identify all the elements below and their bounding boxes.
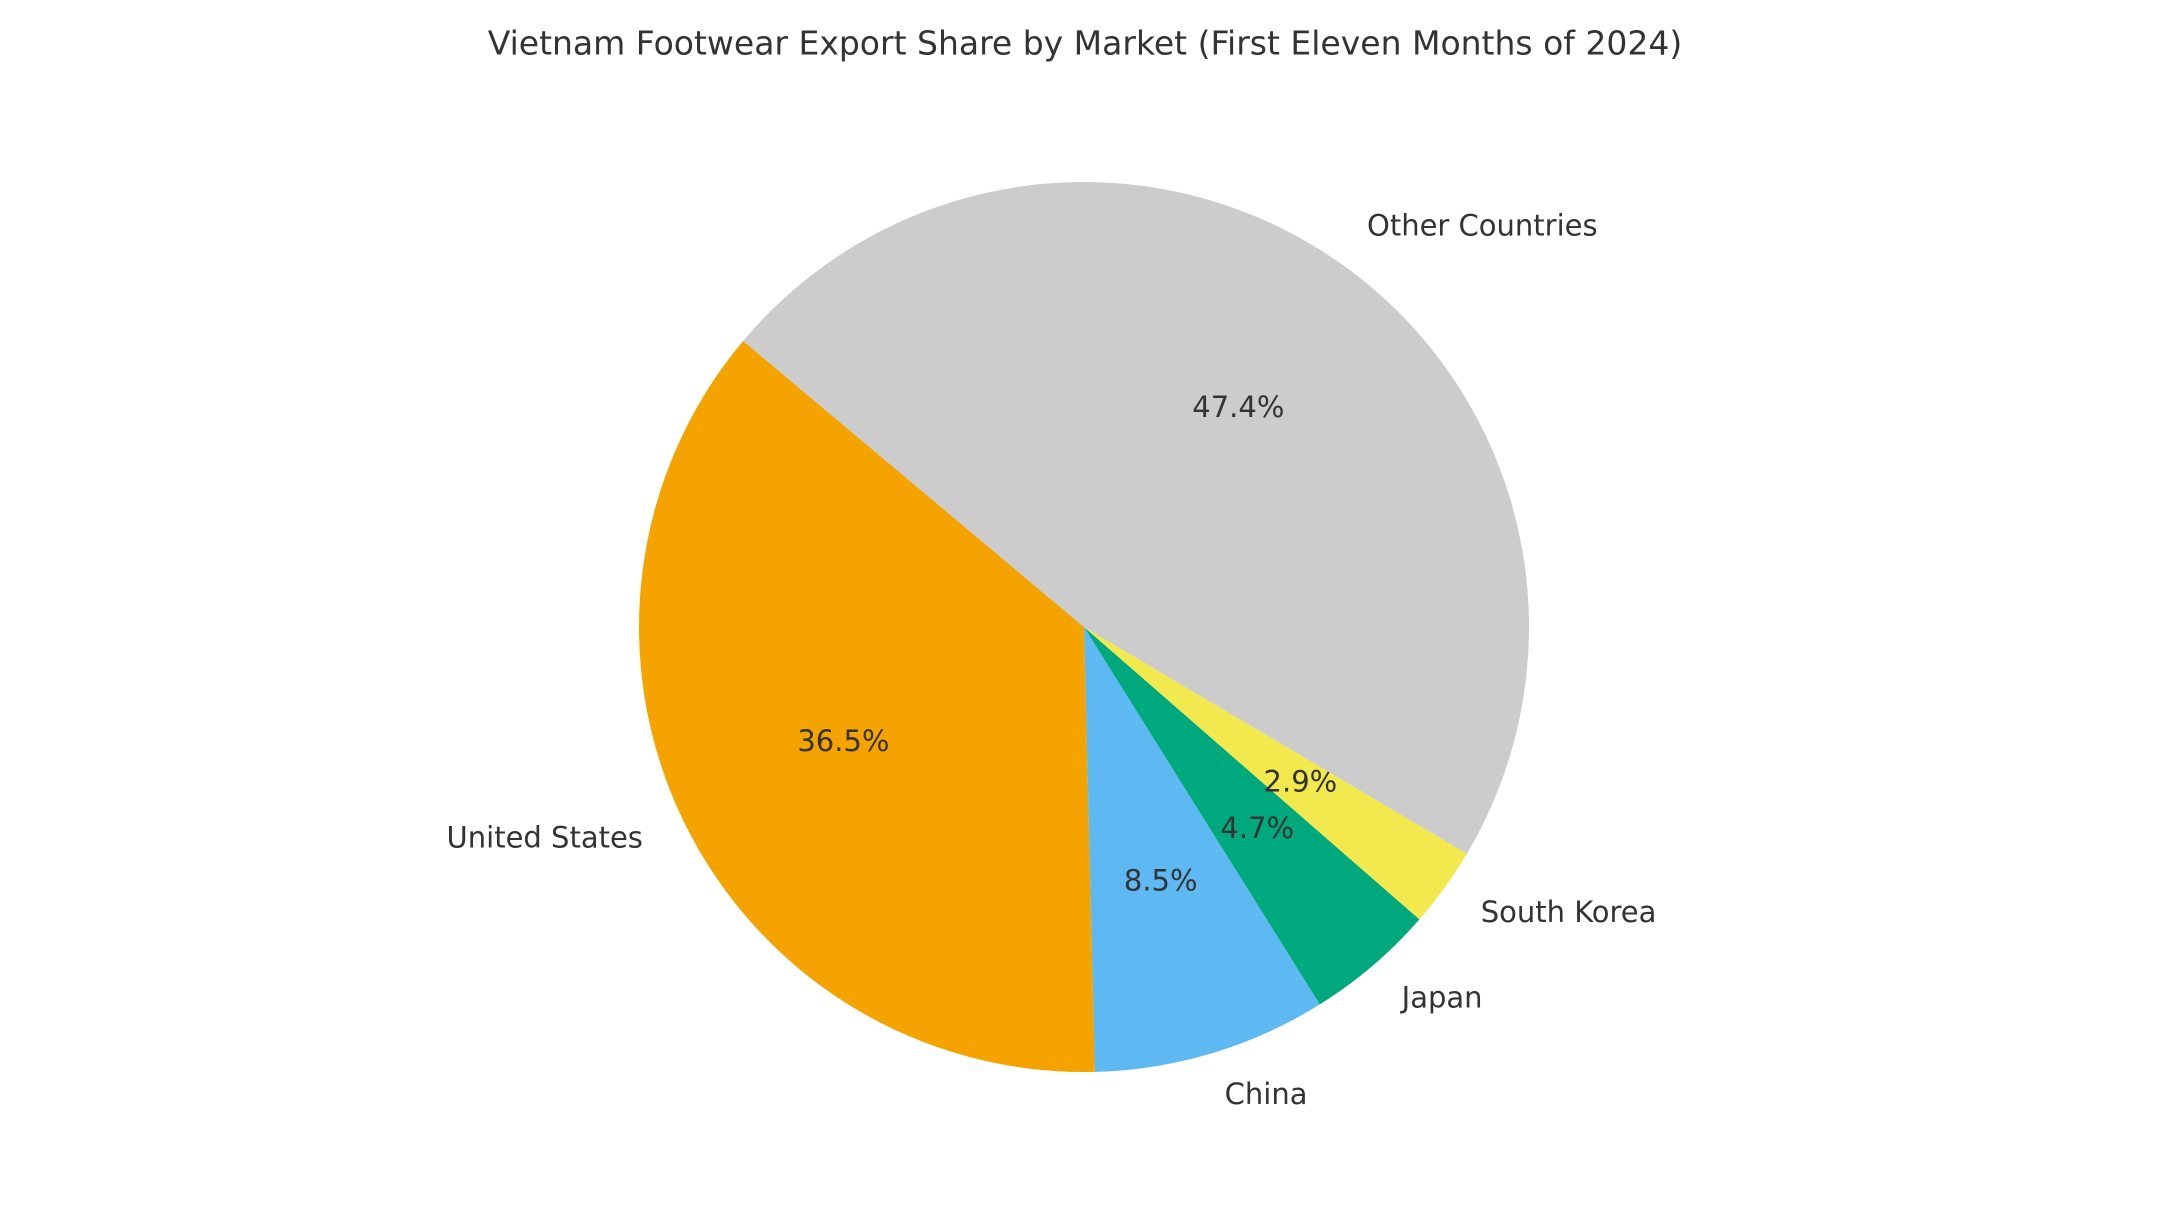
slice-label: United States: [447, 820, 643, 854]
chart-title: Vietnam Footwear Export Share by Market …: [488, 24, 1683, 63]
pie-slice: [743, 182, 1529, 854]
pie-slice: [1084, 627, 1320, 1072]
percent-label: 2.9%: [1264, 764, 1338, 798]
pie-slice: [1084, 627, 1420, 1005]
percent-label: 8.5%: [1124, 864, 1198, 898]
slice-label: Other Countries: [1367, 209, 1598, 243]
pie-slice: [1084, 627, 1467, 920]
slice-label: South Korea: [1481, 895, 1657, 929]
percent-label: 47.4%: [1192, 390, 1284, 424]
slice-label: China: [1225, 1077, 1308, 1111]
percent-label: 4.7%: [1220, 811, 1294, 845]
slice-label: Japan: [1400, 980, 1483, 1014]
pie-slice: [638, 340, 1095, 1073]
percent-label: 36.5%: [797, 724, 889, 758]
